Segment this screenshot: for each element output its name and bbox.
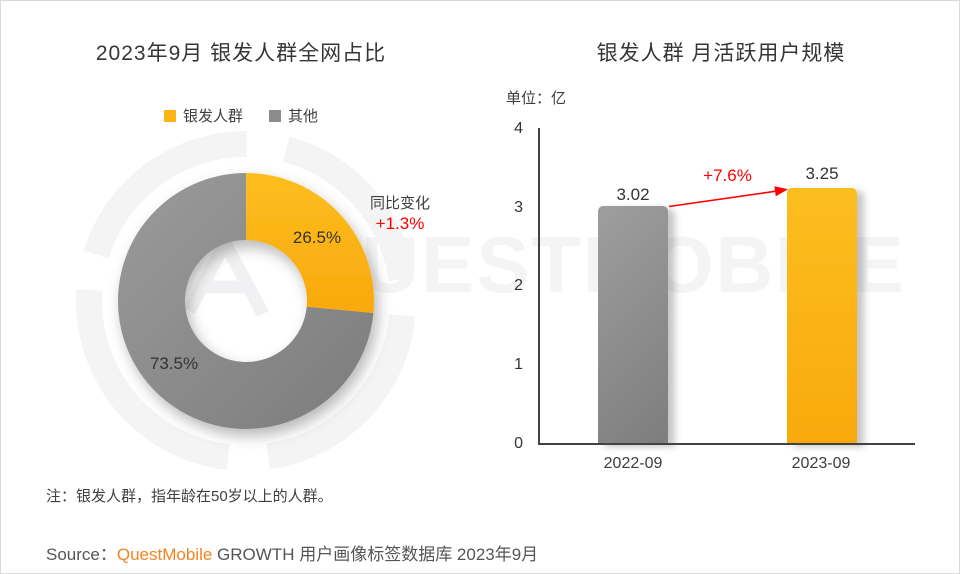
ytick-2: 2 bbox=[514, 277, 523, 294]
bar-2022-09 bbox=[598, 206, 668, 444]
ytick-1: 1 bbox=[514, 356, 523, 373]
x-axis-line bbox=[538, 443, 915, 445]
legend-label-silver: 银发人群 bbox=[182, 108, 243, 125]
legend-item-other: 其他 bbox=[269, 105, 318, 126]
legend-item-silver: 银发人群 bbox=[163, 105, 243, 126]
yoy-change-value: +1.3% bbox=[375, 214, 425, 233]
donut-slice-other bbox=[117, 173, 374, 430]
source-line: Source：QuestMobile GROWTH 用户画像标签数据库 2023… bbox=[46, 540, 538, 565]
donut-chart-title: 2023年9月 银发人群全网占比 bbox=[95, 42, 387, 65]
bar-chart-title: 银发人群 月活跃用户规模 bbox=[596, 42, 846, 65]
watermark-logo-glyph-icon bbox=[183, 239, 269, 318]
xlabel-2023-09: 2023-09 bbox=[791, 455, 851, 472]
legend-label-other: 其他 bbox=[288, 108, 319, 125]
source-prefix: Source： bbox=[46, 545, 117, 564]
unit-label: 单位：亿 bbox=[506, 90, 567, 107]
ytick-4: 4 bbox=[514, 120, 523, 137]
watermark-outer-ring-icon bbox=[76, 131, 416, 471]
bar-value-2023-09: 3.25 bbox=[805, 164, 839, 183]
source-brand-questmobile: QuestMobile bbox=[116, 545, 213, 564]
ytick-0: 0 bbox=[514, 435, 523, 452]
bar-value-2022-09: 3.02 bbox=[616, 185, 650, 204]
footnote: 注：银发人群，指年龄在50岁以上的人群。 bbox=[46, 488, 333, 505]
bar-change-label: +7.6% bbox=[703, 166, 752, 185]
legend-swatch-gray-icon bbox=[269, 109, 281, 122]
xlabel-2022-09: 2022-09 bbox=[603, 455, 663, 472]
donut-label-silver: 26.5% bbox=[293, 228, 341, 247]
y-axis-line bbox=[538, 128, 540, 444]
donut-legend: 银发人群 其他 bbox=[1, 105, 481, 126]
source-suffix: GROWTH 用户画像标签数据库 2023年9月 bbox=[212, 545, 539, 564]
yoy-change-label: 同比变化 bbox=[369, 195, 430, 212]
bar-2023-09 bbox=[787, 188, 857, 444]
ytick-3: 3 bbox=[514, 199, 523, 216]
donut-label-other: 73.5% bbox=[150, 354, 198, 373]
legend-swatch-yellow-icon bbox=[163, 109, 176, 122]
